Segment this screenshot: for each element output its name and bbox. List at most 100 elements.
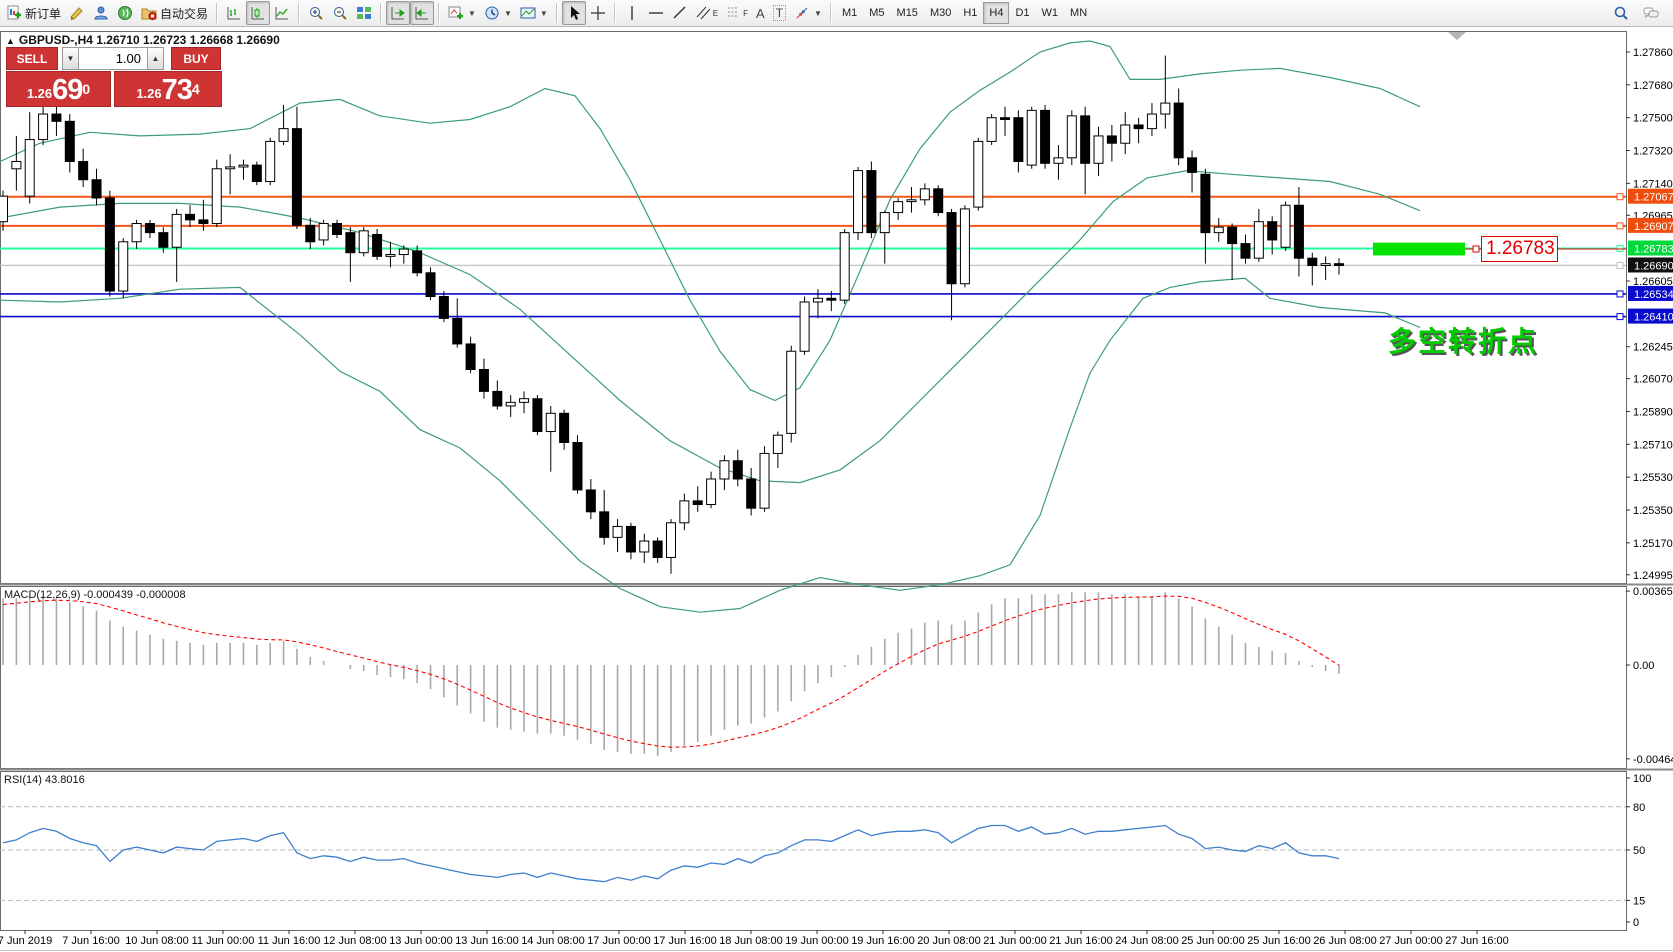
new-order-button[interactable]: 新订单 <box>2 1 65 25</box>
chart-shift-icon <box>415 7 429 20</box>
chart-text-annotation[interactable]: 多空转折点 <box>1388 326 1539 357</box>
indicators-button[interactable]: ▼ <box>444 1 480 25</box>
toolbar-separator <box>438 3 441 23</box>
sell-price-button[interactable]: 1.26 69 0 <box>6 71 112 107</box>
timeframe-mn[interactable]: MN <box>1070 7 1088 19</box>
cursor-icon <box>570 6 580 20</box>
templates-button[interactable]: ▼ <box>516 1 552 25</box>
vertical-line-icon <box>631 6 633 20</box>
sell-button[interactable]: SELL <box>6 47 58 70</box>
svg-text:21 Jun 00:00: 21 Jun 00:00 <box>983 935 1047 947</box>
svg-text:1.26605: 1.26605 <box>1633 276 1673 288</box>
auto-scroll-button[interactable] <box>386 1 411 25</box>
trendline-button[interactable] <box>668 1 692 25</box>
chart-line-button[interactable] <box>270 1 294 25</box>
collapse-panel-icon[interactable]: ▲ <box>6 36 15 46</box>
volume-decrease-button[interactable]: ▼ <box>62 47 79 70</box>
svg-text:17 Jun 16:00: 17 Jun 16:00 <box>653 935 717 947</box>
svg-text:1.25170: 1.25170 <box>1633 538 1673 550</box>
chart-bars-icon <box>227 7 241 20</box>
autotrading-icon <box>141 8 157 21</box>
fibonacci-button[interactable]: F <box>722 1 752 25</box>
dropdown-arrow-icon: ▼ <box>814 8 822 18</box>
svg-text:1.26410: 1.26410 <box>1634 312 1673 324</box>
svg-text:1.26070: 1.26070 <box>1633 374 1673 386</box>
svg-text:7 Jun 2019: 7 Jun 2019 <box>0 935 52 947</box>
indicators-icon <box>448 6 464 19</box>
buy-button[interactable]: BUY <box>171 47 221 70</box>
svg-text:11 Jun 00:00: 11 Jun 00:00 <box>192 935 255 947</box>
svg-text:-0.004645: -0.004645 <box>1633 754 1673 766</box>
svg-text:13 Jun 00:00: 13 Jun 00:00 <box>389 935 453 947</box>
zoom-out-icon <box>334 7 347 20</box>
timeframe-m30[interactable]: M30 <box>929 7 952 19</box>
crosshair-button[interactable] <box>586 1 610 25</box>
timeframe-m5[interactable]: M5 <box>869 7 885 19</box>
timeframe-h4[interactable]: H4 <box>983 2 1010 24</box>
metaeditor-icon <box>70 7 83 20</box>
timeframe-d1[interactable]: D1 <box>1015 7 1030 19</box>
periods-icon <box>485 6 499 20</box>
vertical-line-button[interactable] <box>620 1 644 25</box>
svg-text:25 Jun 16:00: 25 Jun 16:00 <box>1247 935 1311 947</box>
svg-text:1.27067: 1.27067 <box>1634 192 1673 204</box>
svg-text:0.003658: 0.003658 <box>1633 586 1673 598</box>
svg-text:20 Jun 08:00: 20 Jun 08:00 <box>917 935 981 947</box>
svg-text:1.27140: 1.27140 <box>1633 178 1673 190</box>
svg-text:7 Jun 16:00: 7 Jun 16:00 <box>62 935 120 947</box>
volume-increase-button[interactable]: ▲ <box>147 47 164 70</box>
horizontal-line-button[interactable] <box>644 1 668 25</box>
svg-text:13 Jun 16:00: 13 Jun 16:00 <box>455 935 519 947</box>
timeframe-w1[interactable]: W1 <box>1041 7 1059 19</box>
templates-icon <box>520 7 536 19</box>
chat-icon <box>1643 7 1659 19</box>
periods-button[interactable]: ▼ <box>480 1 516 25</box>
trendline-icon <box>673 6 686 19</box>
svg-text:10 Jun 08:00: 10 Jun 08:00 <box>125 935 189 947</box>
signals-icon <box>118 6 133 20</box>
svg-text:1.26245: 1.26245 <box>1633 342 1673 354</box>
chart-candles-button[interactable] <box>246 1 271 25</box>
price-callout-label[interactable]: 1.26783 <box>1481 236 1558 262</box>
svg-text:1.27860: 1.27860 <box>1633 47 1673 59</box>
svg-text:1.25350: 1.25350 <box>1633 505 1673 517</box>
text-button[interactable]: A <box>752 1 769 25</box>
metaeditor-button[interactable] <box>65 1 89 25</box>
autotrading-button[interactable]: 自动交易 <box>137 1 212 25</box>
svg-text:17 Jun 00:00: 17 Jun 00:00 <box>587 935 651 947</box>
svg-text:1.26907: 1.26907 <box>1634 221 1673 233</box>
profile-icon <box>94 6 108 20</box>
volume-input[interactable] <box>79 47 147 70</box>
channel-button[interactable]: E <box>692 1 722 25</box>
timeframe-m1[interactable]: M1 <box>841 7 858 19</box>
chart-shift-button[interactable] <box>410 1 435 25</box>
search-icon <box>1614 6 1628 20</box>
symbol-ohlc-header: ▲ GBPUSD-,H4 1.26710 1.26723 1.26668 1.26… <box>6 33 280 47</box>
zoom-in-button[interactable] <box>304 1 328 25</box>
dropdown-arrow-icon: ▼ <box>468 8 476 18</box>
label-button[interactable]: T <box>769 1 790 25</box>
timeframe-h1[interactable]: H1 <box>963 7 978 19</box>
timeframe-m15[interactable]: M15 <box>896 7 918 19</box>
one-click-trading-panel: SELL ▼ ▲ BUY 1.26 69 0 1.26 73 4 <box>6 47 222 107</box>
search-button[interactable] <box>1609 1 1633 25</box>
svg-text:1.25710: 1.25710 <box>1633 439 1673 451</box>
arrows-button[interactable]: ▼ <box>790 1 826 25</box>
tile-windows-button[interactable] <box>352 1 376 25</box>
chart-bars-button[interactable] <box>222 1 246 25</box>
svg-text:1.25890: 1.25890 <box>1633 406 1673 418</box>
signals-button[interactable] <box>113 1 137 25</box>
channel-icon <box>696 6 711 20</box>
zoom-out-button[interactable] <box>328 1 352 25</box>
svg-text:26 Jun 08:00: 26 Jun 08:00 <box>1313 935 1377 947</box>
sell-price-small: 1.26 <box>26 86 53 101</box>
svg-text:0.00: 0.00 <box>1633 660 1654 672</box>
toolbar-separator <box>298 3 301 23</box>
buy-price-button[interactable]: 1.26 73 4 <box>114 71 222 107</box>
chat-button[interactable] <box>1639 1 1663 25</box>
toolbar-separator <box>555 3 558 23</box>
profile-button[interactable] <box>89 1 113 25</box>
cursor-button[interactable] <box>561 1 586 25</box>
toolbar: 新订单 自动交易 <box>0 0 1673 27</box>
